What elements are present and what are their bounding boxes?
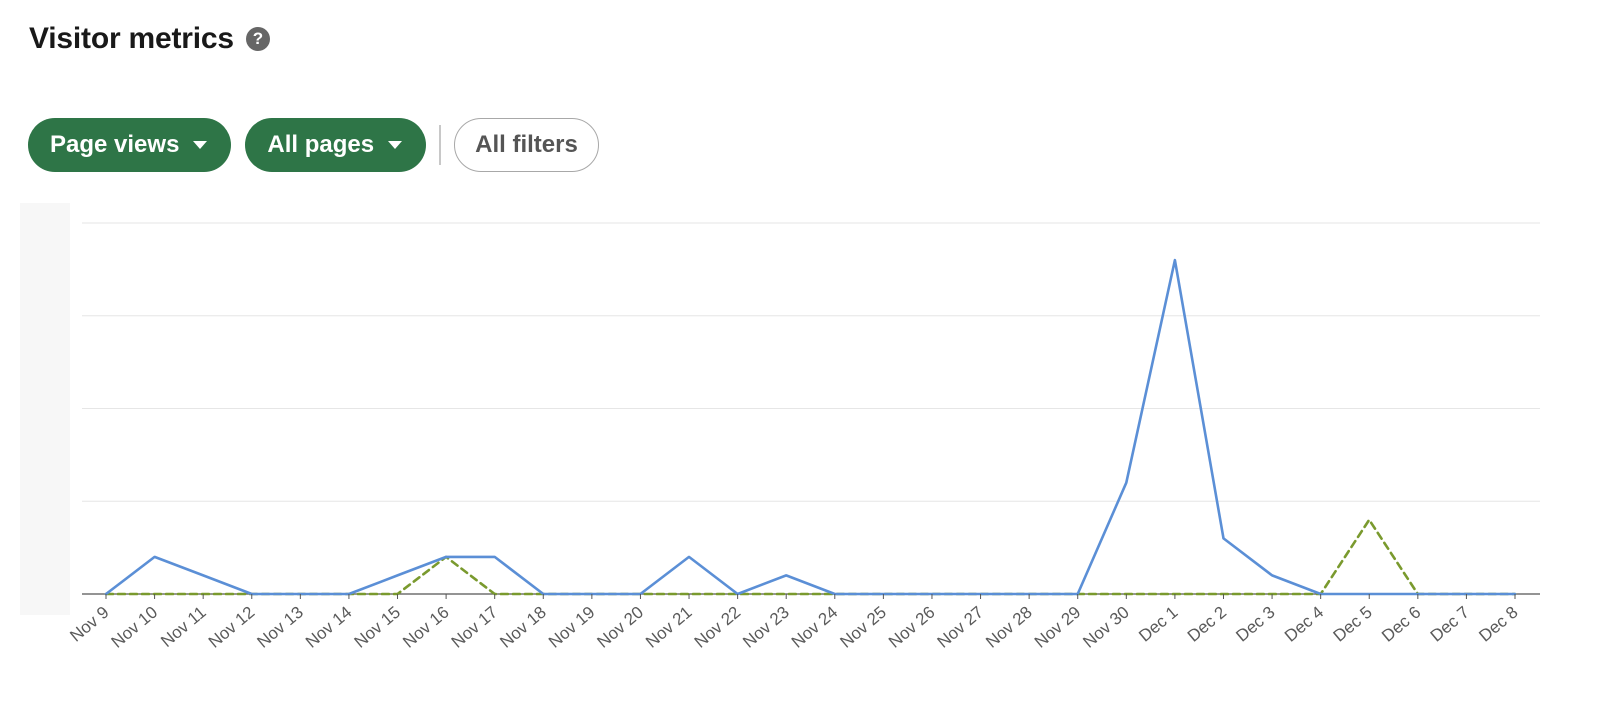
x-tick-label: Dec 7 bbox=[1427, 603, 1473, 646]
metric-dropdown-label: Page views bbox=[50, 131, 180, 158]
x-tick-label: Nov 23 bbox=[739, 603, 792, 652]
x-tick-label: Nov 9 bbox=[66, 603, 112, 646]
x-tick-label: Nov 24 bbox=[788, 603, 841, 652]
x-tick-label: Dec 3 bbox=[1232, 603, 1278, 646]
x-tick-label: Nov 13 bbox=[253, 603, 306, 652]
x-tick-label: Nov 10 bbox=[108, 603, 161, 652]
series-line-dashed bbox=[104, 518, 1517, 596]
x-tick-label: Nov 28 bbox=[982, 603, 1035, 652]
header: Visitor metrics ? bbox=[29, 18, 270, 60]
x-tick-label: Nov 18 bbox=[496, 603, 549, 652]
x-tick-label: Nov 12 bbox=[205, 603, 258, 652]
pages-dropdown-label: All pages bbox=[267, 131, 375, 158]
x-tick-label: Nov 26 bbox=[885, 603, 938, 652]
x-tick-label: Dec 8 bbox=[1475, 603, 1521, 646]
x-tick-label: Nov 25 bbox=[836, 603, 889, 652]
x-tick-label: Dec 4 bbox=[1281, 603, 1327, 646]
x-tick-label: Dec 1 bbox=[1135, 603, 1181, 646]
caret-down-icon bbox=[388, 141, 403, 149]
x-tick-label: Nov 27 bbox=[934, 603, 987, 652]
y-axis-strip bbox=[20, 203, 70, 615]
pages-dropdown-button[interactable]: All pages bbox=[245, 118, 427, 172]
caret-down-icon bbox=[193, 141, 208, 149]
visitor-metrics-chart: Nov 9 Nov 10 Nov 11 Nov 12 Nov 13 Nov 14 Nov 1… bbox=[0, 195, 1600, 707]
x-tick-label: Nov 30 bbox=[1079, 603, 1132, 652]
all-filters-button[interactable]: All filters bbox=[454, 118, 599, 172]
x-tick-label: Nov 16 bbox=[399, 603, 452, 652]
filter-divider bbox=[439, 125, 442, 165]
all-filters-label: All filters bbox=[475, 131, 578, 158]
metric-dropdown-button[interactable]: Page views bbox=[28, 118, 232, 172]
x-tick-label: Nov 11 bbox=[157, 603, 210, 651]
x-tick-label: Dec 5 bbox=[1330, 603, 1376, 646]
page-title: Visitor metrics bbox=[29, 22, 234, 55]
question-circle-icon[interactable]: ? bbox=[245, 27, 270, 51]
x-tick-label: Nov 17 bbox=[448, 603, 501, 652]
x-tick-label: Nov 22 bbox=[691, 603, 744, 652]
x-tick-label: Nov 19 bbox=[545, 603, 598, 652]
x-tick-label: Dec 6 bbox=[1378, 603, 1424, 646]
x-tick-label: Nov 29 bbox=[1031, 603, 1084, 652]
x-tick-label: Nov 14 bbox=[302, 603, 355, 652]
x-tick-label: Dec 2 bbox=[1184, 603, 1230, 646]
series-line-solid bbox=[104, 258, 1517, 596]
x-tick-label: Nov 20 bbox=[594, 603, 647, 652]
filter-bar: Page views All pages All filters bbox=[28, 118, 599, 172]
x-tick-label: Nov 15 bbox=[351, 603, 404, 652]
x-tick-label: Nov 21 bbox=[642, 603, 695, 652]
